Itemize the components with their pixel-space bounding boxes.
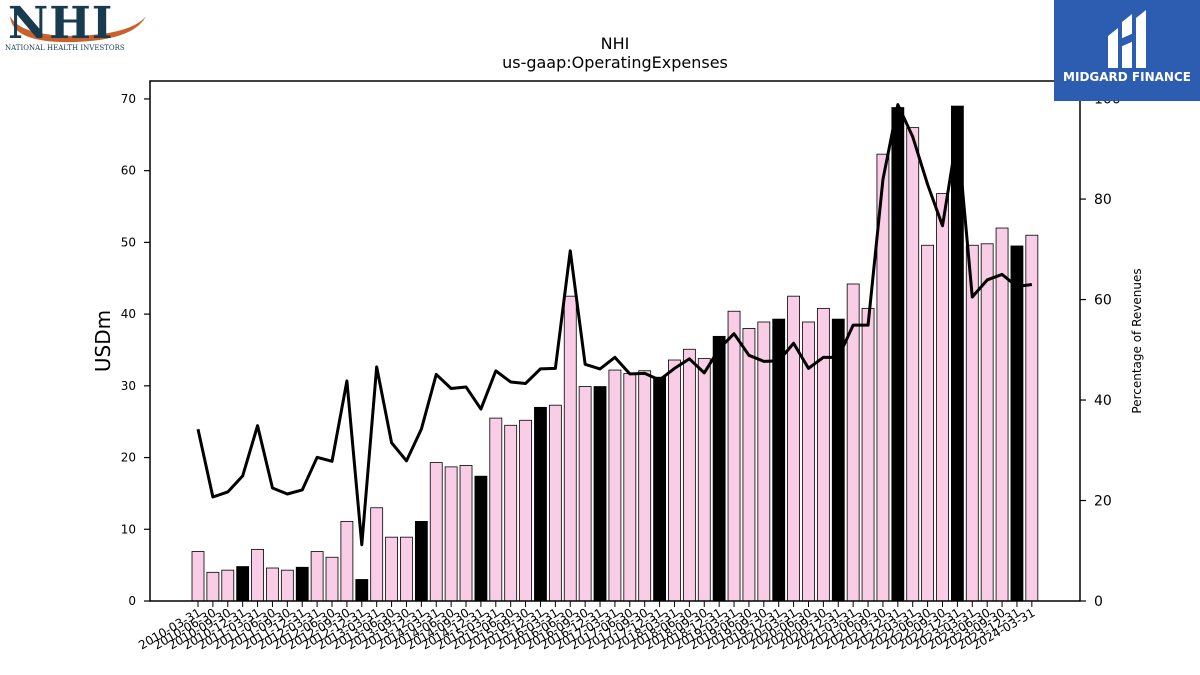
series-line: [196, 103, 1033, 547]
logo-nhi-subtext: NATIONAL HEALTH INVESTORS: [5, 44, 125, 52]
bar: [266, 567, 279, 602]
bar: [236, 566, 250, 602]
bar: [578, 386, 592, 602]
bar: [563, 295, 577, 602]
bar: [1025, 234, 1039, 602]
bar-group: [191, 105, 1039, 602]
chart-subtitle: us-gaap:OperatingExpenses: [502, 53, 728, 72]
bar: [474, 475, 488, 602]
chart-title: NHI: [601, 34, 630, 53]
bar: [280, 569, 294, 602]
bar: [221, 569, 235, 602]
bar: [519, 419, 532, 602]
bar: [414, 520, 428, 602]
x-axis: 2010-03-312010-06-302010-09-302010-12-31…: [136, 601, 1037, 652]
y-tick-label: 0: [128, 594, 136, 608]
y2-tick-label: 60: [1094, 293, 1112, 309]
bar: [385, 536, 398, 602]
bar: [668, 359, 681, 602]
bar: [757, 321, 771, 602]
bar: [980, 243, 994, 602]
bar: [191, 551, 205, 602]
y-axis-label: USDm: [91, 310, 115, 372]
bar: [340, 520, 354, 602]
midgard-logo: MIDGARD FINANCE: [1054, 0, 1200, 101]
y-tick-label: 50: [121, 235, 136, 249]
bar: [831, 318, 845, 602]
bar: [623, 373, 637, 602]
logo-swoosh-icon: [10, 16, 146, 43]
bar: [548, 404, 562, 602]
bar: [638, 370, 652, 602]
bar: [310, 551, 324, 602]
y2-tick-label: 0: [1094, 594, 1103, 610]
y2-axis-label: Percentage of Revenues: [1130, 268, 1144, 413]
line-group: [196, 103, 1033, 547]
bar: [534, 406, 547, 602]
bar: [504, 424, 518, 602]
bar: [921, 244, 935, 602]
bar: [906, 127, 920, 602]
bar: [400, 536, 413, 602]
y2-axis: 020406080100: [1080, 92, 1121, 610]
bar: [593, 386, 607, 602]
nhi-logo: NHI NATIONAL HEALTH INVESTORS: [4, 0, 146, 54]
midgard-mark-icon: [1108, 10, 1146, 68]
bar: [325, 556, 339, 602]
bar: [355, 579, 369, 602]
y-tick-label: 40: [121, 307, 136, 321]
bar: [712, 335, 726, 602]
y-tick-label: 10: [121, 522, 136, 536]
bar: [727, 310, 741, 602]
bar: [697, 358, 711, 602]
bar: [608, 369, 622, 602]
bar: [653, 376, 666, 602]
bar: [995, 227, 1009, 602]
bar: [965, 244, 979, 602]
y-tick-label: 70: [121, 92, 136, 106]
bar: [682, 348, 696, 602]
y2-tick-label: 40: [1094, 393, 1112, 409]
bar: [370, 507, 384, 602]
midgard-logo-text: MIDGARD FINANCE: [1063, 70, 1191, 84]
y2-tick-label: 20: [1094, 494, 1112, 510]
bar: [861, 307, 875, 602]
bar: [429, 462, 443, 602]
bar: [816, 307, 830, 602]
y-tick-label: 60: [121, 164, 136, 178]
y-tick-label: 30: [121, 379, 136, 393]
y-tick-label: 20: [121, 451, 136, 465]
y2-tick-label: 80: [1094, 192, 1112, 208]
logo-nhi-text: NHI: [8, 0, 114, 49]
y-axis: 0 10 20 30 40 50 60 70: [121, 92, 150, 608]
bar: [459, 465, 473, 602]
bar: [1010, 245, 1024, 602]
bar: [251, 548, 264, 602]
bar: [891, 107, 905, 602]
bar: [444, 466, 458, 602]
bar: [295, 566, 309, 602]
bar: [489, 417, 503, 602]
bar: [936, 193, 949, 602]
bar: [206, 571, 220, 602]
bar: [742, 328, 756, 602]
